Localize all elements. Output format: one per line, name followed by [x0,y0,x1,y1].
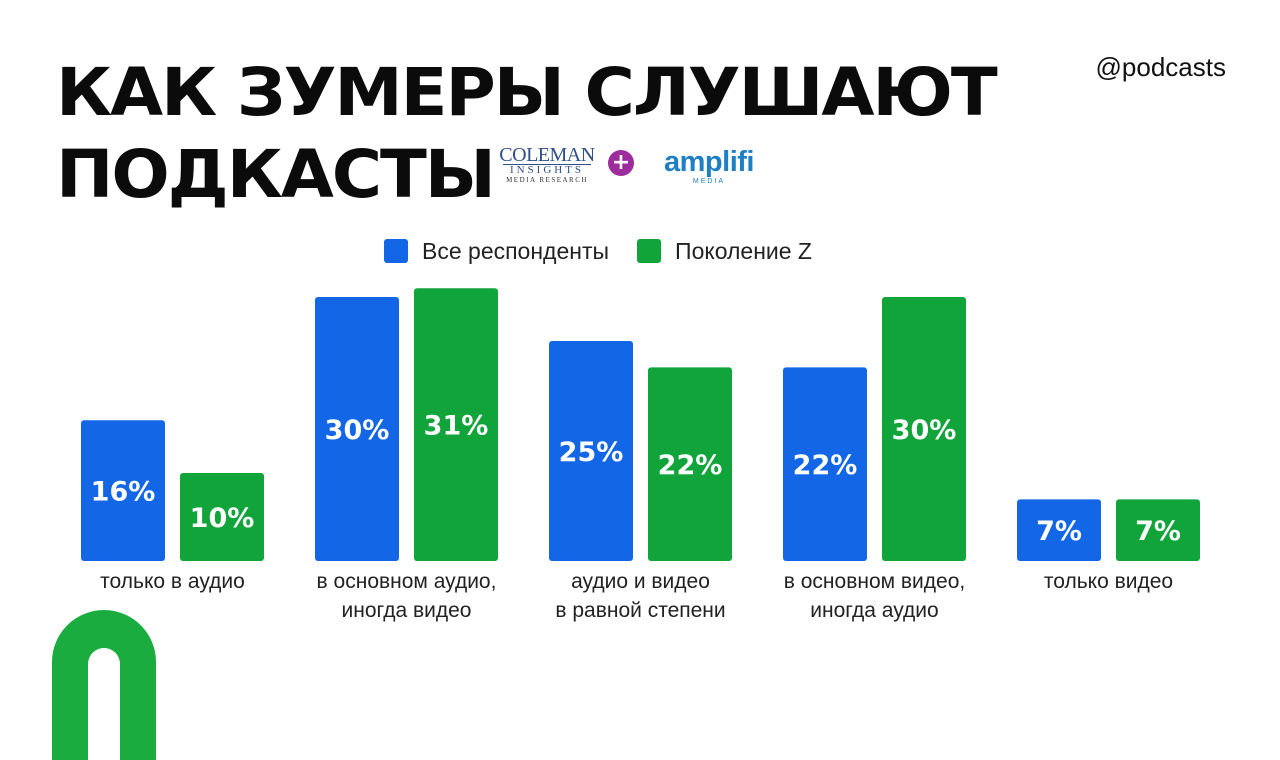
bar-genz-0 [180,473,264,561]
bar-all-0 [81,420,165,561]
bar-all-2 [549,341,633,561]
chart-legend: Все респонденты Поколение Z [384,236,812,266]
podcasts-handle: @podcasts [1095,52,1226,82]
legend-swatch-green [637,239,662,263]
coleman-logo-text: COLEMAN [499,144,595,166]
data-label-all-2: 25% [559,437,624,468]
bar-all-3 [783,367,867,561]
coleman-insights-logo: COLEMAN INSIGHTS MEDIA RESEARCH [497,144,597,190]
data-label-genz-3: 30% [892,415,957,446]
category-label-0-line-0: только в аудио [100,570,245,593]
legend-swatch-blue [384,239,408,263]
bar-genz-1 [414,288,498,561]
bar-chart: 16% 10% только в аудио 30% 31% в основном ауд… [81,288,1200,622]
decorative-arch-path [52,610,156,760]
plus-icon: + [608,150,634,176]
coleman-logo-tagline: MEDIA RESEARCH [506,176,588,184]
bar-all-1 [315,297,399,561]
bar-genz-2 [648,367,732,561]
bar-genz-3 [882,297,966,561]
category-label-3-line-0: в основном видео, [784,570,965,593]
category-label-1-line-1: иногда видео [342,599,472,622]
category-label-1-line-0: в основном аудио, [317,570,497,593]
legend-item-all-respondents: Все респонденты [384,238,609,265]
amplifi-media-logo: amplifi MEDIA [649,146,769,186]
data-label-genz-1: 31% [424,411,489,442]
data-label-genz-2: 22% [658,450,723,481]
legend-label-all-respondents: Все респонденты [422,237,610,264]
bar-genz-4 [1116,499,1200,561]
data-label-all-3: 22% [793,450,858,481]
amplifi-logo-subtext: MEDIA [692,178,726,185]
category-label-3-line-1: иногда аудио [810,599,938,622]
title-line-1: КАК ЗУМЕРЫ СЛУШАЮТ [56,54,998,131]
category-label-2-line-1: в равной степени [555,599,725,622]
page-title: КАК ЗУМЕРЫ СЛУШАЮТ ПОДКАСТЫ [56,52,998,216]
title-line-2: ПОДКАСТЫ [56,136,496,213]
category-label-4-line-0: только видео [1044,570,1173,593]
data-label-genz-0: 10% [190,503,255,534]
partner-logos: COLEMAN INSIGHTS MEDIA RESEARCH + amplif… [497,144,777,190]
legend-item-gen-z: Поколение Z [637,238,812,265]
data-label-all-0: 16% [91,477,156,508]
decorative-arch-shape [52,610,156,760]
data-label-all-4: 7% [1036,516,1082,547]
data-label-genz-4: 7% [1135,516,1181,547]
bar-all-4 [1017,499,1101,561]
amplifi-logo-text: amplifi [664,146,754,178]
legend-label-gen-z: Поколение Z [675,237,812,264]
coleman-logo-subtext: INSIGHTS [503,164,591,176]
data-label-all-1: 30% [325,415,390,446]
category-label-2-line-0: аудио и видео [571,570,710,593]
